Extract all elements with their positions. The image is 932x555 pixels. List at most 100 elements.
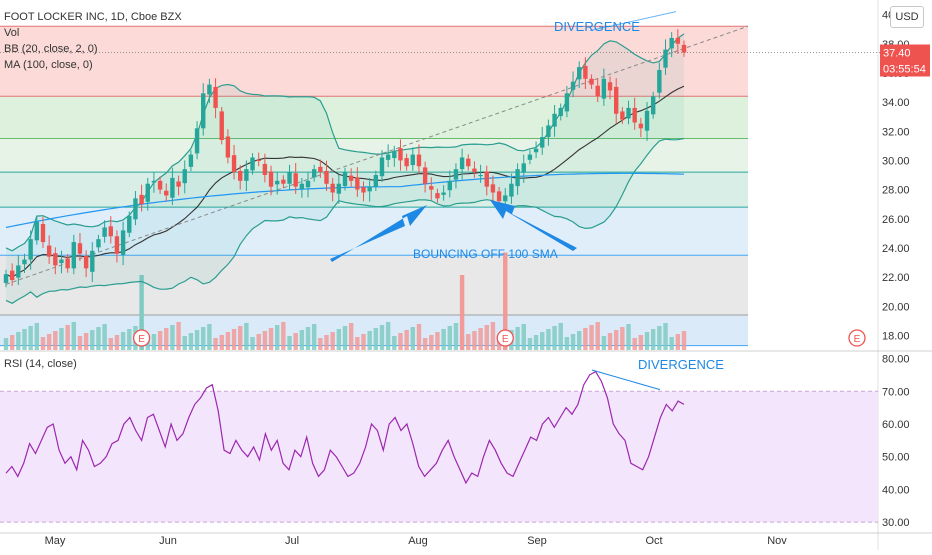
candle-body [225,136,231,158]
time-axis-tick: Oct [645,535,662,547]
candle-body [83,256,89,269]
volume-bar [441,329,446,350]
volume-spike-bar [139,275,144,350]
candle-body [34,221,40,241]
volume-bar [40,337,46,350]
volume-bar [108,338,113,350]
volume-bar [373,328,379,350]
volume-bar [71,322,76,350]
trend-line [5,25,749,285]
candle-body [614,86,619,114]
earnings-marker [132,329,151,347]
volume-bar [127,329,132,350]
volume-bar [490,322,496,350]
volume-bar [632,338,637,350]
volume-bar [83,333,89,350]
volume-bar [330,332,335,350]
volume-bar [287,336,292,350]
candle-body [533,148,539,153]
volume-bar [533,335,539,350]
volume-bar [429,335,434,350]
candle-body [570,81,576,90]
last-price-badge [880,44,930,61]
volume-bar [268,328,274,350]
candle-body [620,111,625,120]
volume-bar [225,332,231,350]
candle-body [379,157,385,177]
candle-body [546,125,551,138]
volume-bar [379,325,385,350]
candle-body [250,157,255,171]
fib-band [0,255,748,315]
price-axis-tick: 34.00 [882,97,910,109]
candle-body [188,154,194,167]
candle-body [447,180,452,191]
indicator-ma[interactable]: MA (100, close, 0) [4,59,93,71]
candle-body [293,173,298,187]
candle-body [336,183,342,194]
volume-bar [65,325,70,350]
candle-body [515,169,520,187]
volume-bar [34,323,40,350]
price-axis-tick: 18.00 [882,330,910,342]
volume-bar [385,322,391,350]
indicator-vol[interactable]: Vol [4,27,20,39]
rsi-legend[interactable]: RSI (14, close) [4,358,77,370]
candle-body [342,172,348,187]
candle-body [268,171,274,187]
volume-bar [620,327,625,350]
candle-body [256,159,261,162]
currency-button[interactable]: USD [890,6,924,28]
volume-bar [583,328,588,350]
candle-body [663,49,668,68]
earnings-marker-label: E [138,334,145,345]
candle-body [669,37,674,49]
candle-body [90,250,95,272]
indicator-bb[interactable]: BB (20, close, 2, 0) [4,43,98,55]
volume-bar [540,332,545,350]
candle-body [299,183,305,189]
volume-bar [281,322,286,350]
volume-bar [275,325,280,350]
candle-body [521,163,526,173]
candle-body [385,154,391,160]
volume-bar [201,327,206,350]
candle-body [601,78,607,99]
candle-body [77,243,83,254]
countdown-label: 03:55:54 [883,64,926,76]
candle-body [558,107,563,117]
candle-body [318,166,323,173]
volume-bar [53,331,58,350]
volume-bar [336,329,342,350]
fib-band [0,26,748,97]
candle-body [120,230,126,255]
candle-body [59,259,64,264]
volume-bar [644,332,650,350]
candle-body [238,170,243,181]
candle-body [552,113,557,127]
candle-body [496,191,502,202]
candle-body [281,179,286,184]
candle-body [213,86,218,108]
candle-body [311,169,317,178]
volume-bar [607,333,613,350]
candle-body [71,242,76,269]
symbol-title[interactable]: FOOT LOCKER INC, 1D, Cboe BZX [4,11,182,23]
candle-body [657,70,662,93]
volume-bar [244,323,249,350]
candle-body [422,167,428,184]
time-axis-tick: Jul [285,535,299,547]
candle-body [127,215,132,233]
volume-bar [170,325,175,350]
candle-body [595,85,600,97]
candle-body [527,154,533,160]
volume-bar [675,334,681,350]
volume-spike-bar [459,275,465,350]
volume-bar [595,322,600,350]
bounce-arrow-right [490,200,577,251]
candle-body [207,84,212,95]
volume-bar [546,329,551,350]
candle-body [194,128,200,154]
volume-bar [398,333,403,350]
